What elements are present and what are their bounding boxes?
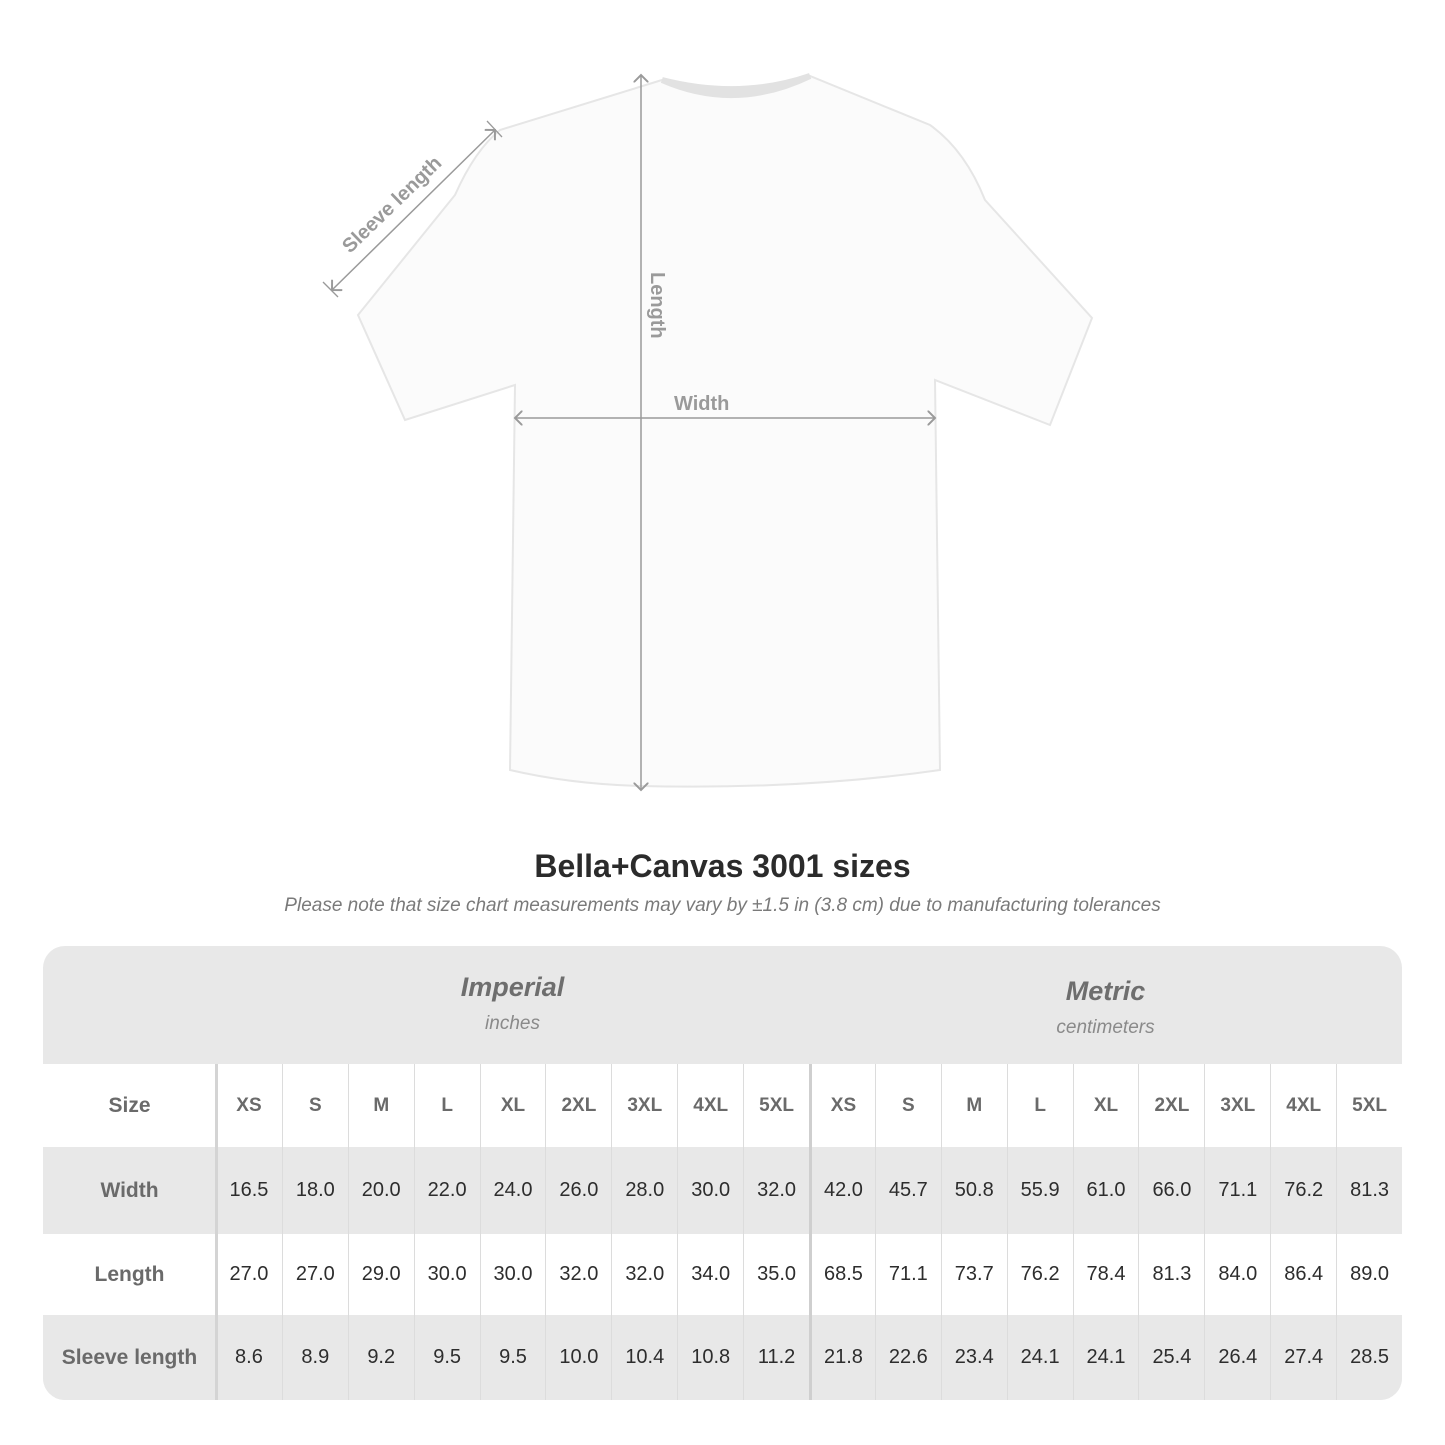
table-cell: 30.0: [677, 1147, 743, 1234]
table-cell: 35.0: [743, 1234, 809, 1315]
table-cell: 10.4: [611, 1315, 677, 1400]
imperial-title: Imperial: [460, 972, 565, 1002]
table-cell: 32.0: [611, 1234, 677, 1315]
metric-header: Metric centimeters: [809, 946, 1402, 1064]
size-header-cell: XS: [236, 1094, 262, 1116]
tshirt-shape: [356, 74, 1094, 788]
size-header-cell: M: [940, 1064, 1007, 1147]
size-header-cell: L: [413, 1064, 480, 1147]
tolerance-note: Please note that size chart measurements…: [284, 895, 1161, 916]
table-cell: 18.0: [281, 1147, 348, 1234]
table-cell: 21.8: [809, 1315, 875, 1400]
size-chart-title: Bella+Canvas 3001 sizes: [534, 848, 911, 884]
table-cell: 71.1: [1204, 1147, 1270, 1234]
table-cell: 32.0: [545, 1234, 611, 1315]
table-cell: 86.4: [1270, 1234, 1336, 1315]
table-cell: 81.3: [1336, 1147, 1402, 1234]
size-header-cell: 5XL: [743, 1064, 809, 1147]
table-cell: 78.4: [1072, 1234, 1139, 1315]
table-cell: 9.2: [347, 1315, 414, 1400]
table-cell: 68.5: [809, 1234, 875, 1315]
tshirt-diagram: Sleeve length Length Width: [322, 73, 1094, 820]
table-cell: 20.0: [347, 1147, 414, 1234]
size-header-cell: XL: [479, 1064, 546, 1147]
size-header-cell: 3XL: [1204, 1064, 1270, 1147]
size-header-cell: M: [347, 1064, 414, 1147]
table-cell: 10.8: [677, 1315, 743, 1400]
size-header-cell: XS: [809, 1064, 875, 1147]
table-cell: 34.0: [677, 1234, 743, 1315]
size-table: Imperial inches Metric centimeters Size X…: [43, 946, 1402, 1400]
table-cell: 42.0: [809, 1147, 875, 1234]
width-label: Width: [674, 393, 729, 415]
table-cell: 84.0: [1204, 1234, 1270, 1315]
size-header-cell: 4XL: [1270, 1064, 1336, 1147]
table-cell: 23.4: [940, 1315, 1007, 1400]
size-header-cell: XL: [1072, 1064, 1139, 1147]
length-row: Length 27.0 27.0 29.0 30.0 30.0 32.0 32.0 34.0 35…: [43, 1234, 1402, 1315]
table-cell: 30.0: [413, 1234, 480, 1315]
table-cell: 28.5: [1336, 1315, 1402, 1400]
table-cell: 24.1: [1072, 1315, 1139, 1400]
table-cell: 26.4: [1204, 1315, 1270, 1400]
length-label: Length: [646, 272, 668, 339]
size-header-cell: 3XL: [611, 1064, 677, 1147]
table-cell: 66.0: [1138, 1147, 1204, 1234]
table-cell: 30.0: [479, 1234, 546, 1315]
size-header-cell: S: [874, 1064, 941, 1147]
table-cell: 8.9: [281, 1315, 348, 1400]
table-cell: 24.0: [479, 1147, 546, 1234]
table-cell: 73.7: [940, 1234, 1007, 1315]
table-cell: 26.0: [545, 1147, 611, 1234]
metric-title: Metric: [1065, 976, 1146, 1006]
table-cell: 50.8: [940, 1147, 1007, 1234]
table-cell: 16.5: [229, 1179, 269, 1201]
table-cell: 11.2: [743, 1315, 809, 1400]
size-header-cell: 2XL: [545, 1064, 611, 1147]
size-header-cell: S: [281, 1064, 348, 1147]
row-label: Width: [100, 1178, 159, 1202]
table-cell: 9.5: [479, 1315, 546, 1400]
size-header-cell: L: [1006, 1064, 1073, 1147]
table-cell: 25.4: [1138, 1315, 1204, 1400]
table-cell: 22.0: [413, 1147, 480, 1234]
row-label: Sleeve length: [61, 1345, 198, 1369]
table-cell: 10.0: [545, 1315, 611, 1400]
table-cell: 81.3: [1138, 1234, 1204, 1315]
table-cell: 27.0: [281, 1234, 348, 1315]
table-cell: 22.6: [874, 1315, 941, 1400]
table-cell: 28.0: [611, 1147, 677, 1234]
row-label: Length: [94, 1262, 165, 1286]
table-cell: 76.2: [1006, 1234, 1073, 1315]
size-row: Size XS S M L XL 2XL 3XL 4XL 5XL XS S M L XL 2XL 3XL 4XL 5…: [43, 1064, 1402, 1147]
row-label: Size: [108, 1093, 151, 1117]
table-cell: 89.0: [1336, 1234, 1402, 1315]
width-row: Width 16.5 18.0 20.0 22.0 24.0 26.0 28.0 30.0 32.…: [43, 1147, 1402, 1234]
table-cell: 27.0: [229, 1263, 269, 1285]
metric-unit: centimeters: [1056, 1017, 1155, 1038]
size-header-cell: 5XL: [1336, 1064, 1402, 1147]
table-cell: 27.4: [1270, 1315, 1336, 1400]
table-cell: 45.7: [874, 1147, 941, 1234]
sleeve-length-row: Sleeve length 8.6 8.9 9.2 9.5 9.5 10.0 10.4 10.8…: [43, 1315, 1402, 1400]
table-cell: 32.0: [743, 1147, 809, 1234]
table-cell: 55.9: [1006, 1147, 1073, 1234]
table-cell: 29.0: [347, 1234, 414, 1315]
sleeve-length-arrow: [332, 130, 495, 290]
table-cell: 24.1: [1006, 1315, 1073, 1400]
size-header-cell: 2XL: [1138, 1064, 1204, 1147]
size-header-cell: 4XL: [677, 1064, 743, 1147]
imperial-unit: inches: [485, 1013, 540, 1034]
imperial-header: Imperial inches: [216, 946, 809, 1064]
table-cell: 71.1: [874, 1234, 941, 1315]
table-cell: 8.6: [235, 1346, 263, 1368]
table-cell: 76.2: [1270, 1147, 1336, 1234]
table-cell: 61.0: [1072, 1147, 1139, 1234]
table-cell: 9.5: [413, 1315, 480, 1400]
